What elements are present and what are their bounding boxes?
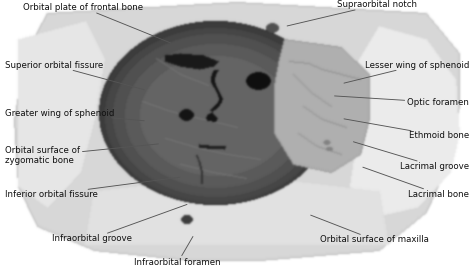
Text: Infraorbital foramen: Infraorbital foramen [135, 236, 221, 266]
Text: Infraorbital groove: Infraorbital groove [53, 205, 187, 243]
Text: Greater wing of sphenoid: Greater wing of sphenoid [5, 109, 144, 121]
Text: Orbital surface of
zygomatic bone: Orbital surface of zygomatic bone [5, 144, 158, 165]
Text: Lesser wing of sphenoid: Lesser wing of sphenoid [344, 61, 469, 83]
Text: Lacrimal bone: Lacrimal bone [363, 167, 469, 199]
Text: Orbital surface of maxilla: Orbital surface of maxilla [310, 215, 429, 244]
Text: Orbital plate of frontal bone: Orbital plate of frontal bone [23, 3, 171, 43]
Text: Optic foramen: Optic foramen [335, 96, 469, 107]
Text: Lacrimal groove: Lacrimal groove [354, 142, 469, 171]
Text: Ethmoid bone: Ethmoid bone [344, 119, 469, 140]
Text: Inferior orbital fissure: Inferior orbital fissure [5, 177, 180, 199]
Text: Supraorbital notch: Supraorbital notch [287, 0, 417, 26]
Text: Superior orbital fissure: Superior orbital fissure [5, 61, 144, 90]
